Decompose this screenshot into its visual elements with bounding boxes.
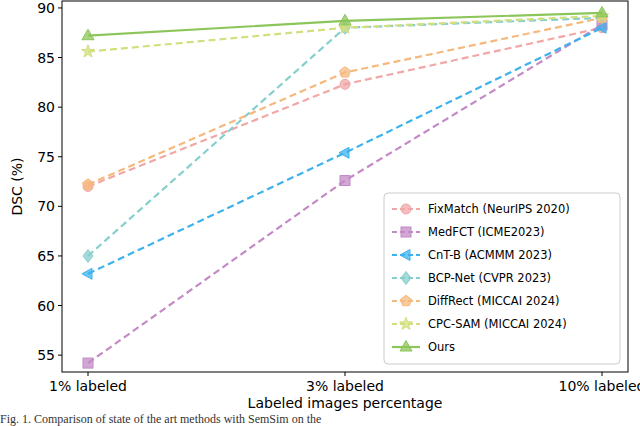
marker <box>340 176 350 186</box>
marker <box>83 249 93 262</box>
marker <box>340 79 350 89</box>
y-tick-label: 70 <box>37 198 55 214</box>
legend-marker <box>401 272 411 285</box>
x-tick-label: 1% labeled <box>49 378 127 394</box>
marker <box>82 268 92 279</box>
y-tick <box>58 255 62 256</box>
y-tick <box>58 305 62 306</box>
marker <box>83 358 93 368</box>
y-tick <box>58 206 62 207</box>
marker <box>596 22 606 33</box>
series-line <box>88 18 602 185</box>
legend-label: BCP-Net (CVPR 2023) <box>428 271 551 285</box>
x-tick-label: 3% labeled <box>306 378 384 394</box>
y-axis-label: DSC (%) <box>9 157 25 215</box>
series-line <box>88 28 602 274</box>
legend-marker <box>400 341 412 352</box>
legend-label: DiffRect (MICCAI 2024) <box>428 294 560 308</box>
y-tick-label: 85 <box>37 50 55 66</box>
series-markers <box>83 23 607 192</box>
chart: 55 60 65 70 75 80 85 90 1% labeled 3% labeled 10% … <box>0 0 640 426</box>
y-tick-label: 65 <box>37 248 55 264</box>
marker <box>340 67 351 77</box>
x-tick <box>88 372 89 376</box>
y-tick-label: 90 <box>37 0 55 16</box>
legend-box <box>384 193 620 364</box>
y-tick <box>58 355 62 356</box>
legend-label: MedFCT (ICME2023) <box>428 225 544 239</box>
y-tick-label: 55 <box>37 347 55 363</box>
series-markers <box>83 11 607 262</box>
series-line <box>88 28 602 187</box>
legend-marker <box>401 295 412 305</box>
legend-label: FixMatch (NeurIPS 2020) <box>428 202 570 216</box>
marker <box>83 179 94 189</box>
legend-label: Ours <box>428 340 455 354</box>
caption: Fig. 1. Comparison of state of the art m… <box>0 412 321 426</box>
y-tick <box>58 107 62 108</box>
marker <box>596 6 608 17</box>
legend-marker <box>400 250 410 261</box>
y-tick <box>58 7 62 8</box>
x-tick <box>345 372 346 376</box>
legend-marker <box>400 317 413 329</box>
y-tick-label: 80 <box>37 99 55 115</box>
marker <box>339 147 349 158</box>
marker <box>339 14 351 25</box>
series-markers <box>82 6 608 39</box>
legend-label: CnT-B (ACMMM 2023) <box>428 248 552 262</box>
legend-label: CPC-SAM (MICCAI 2024) <box>428 317 567 331</box>
marker <box>82 45 95 57</box>
y-tick-label: 75 <box>37 149 55 165</box>
x-tick-label: 10% labeled <box>559 378 640 394</box>
legend-marker <box>401 227 411 237</box>
series-markers <box>83 12 608 189</box>
legend-marker <box>401 204 411 214</box>
x-tick <box>602 372 603 376</box>
marker <box>82 29 94 39</box>
y-tick <box>58 156 62 157</box>
x-axis-label: Labeled images percentage <box>248 395 443 411</box>
y-tick <box>58 57 62 58</box>
legend: FixMatch (NeurIPS 2020) MedFCT (ICME2023)… <box>384 193 620 364</box>
y-tick-label: 60 <box>37 298 55 314</box>
plot-frame <box>62 1 628 372</box>
series-line <box>88 13 602 36</box>
series-markers <box>82 9 609 57</box>
